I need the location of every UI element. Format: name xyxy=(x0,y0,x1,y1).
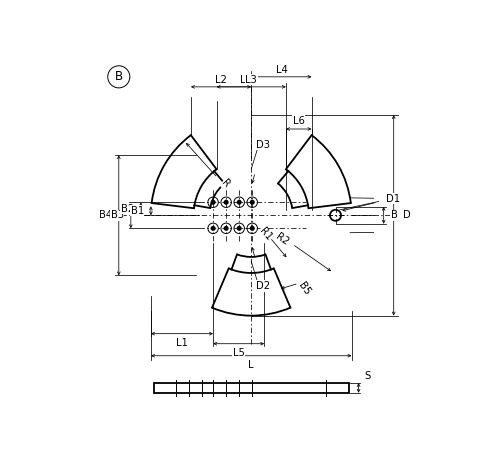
Text: B: B xyxy=(114,70,123,83)
Bar xyxy=(154,383,348,393)
Text: L2: L2 xyxy=(215,75,227,85)
Circle shape xyxy=(238,201,241,204)
Text: L3: L3 xyxy=(246,75,257,85)
Circle shape xyxy=(212,227,215,230)
Text: B: B xyxy=(390,210,398,220)
Text: D: D xyxy=(402,210,410,220)
Circle shape xyxy=(238,227,241,230)
Text: S: S xyxy=(364,371,370,381)
Text: D3: D3 xyxy=(256,140,270,149)
Text: R2: R2 xyxy=(274,232,291,247)
Text: B5: B5 xyxy=(296,280,312,297)
Circle shape xyxy=(224,201,228,204)
Text: R: R xyxy=(220,178,232,190)
Text: L5: L5 xyxy=(233,348,244,358)
Circle shape xyxy=(250,227,254,230)
Text: D2: D2 xyxy=(256,281,270,291)
Text: R1: R1 xyxy=(257,226,274,242)
Text: L1: L1 xyxy=(176,338,188,348)
Circle shape xyxy=(224,227,228,230)
Text: L2: L2 xyxy=(240,75,252,85)
Text: B2: B2 xyxy=(120,204,134,214)
Circle shape xyxy=(212,201,215,204)
Text: B3: B3 xyxy=(110,210,124,220)
Text: D1: D1 xyxy=(386,194,400,204)
Text: L: L xyxy=(248,360,254,370)
Text: B4: B4 xyxy=(98,210,112,220)
Circle shape xyxy=(250,201,254,204)
Text: B1: B1 xyxy=(130,206,144,216)
Text: L4: L4 xyxy=(276,65,287,75)
Text: L6: L6 xyxy=(293,116,304,126)
